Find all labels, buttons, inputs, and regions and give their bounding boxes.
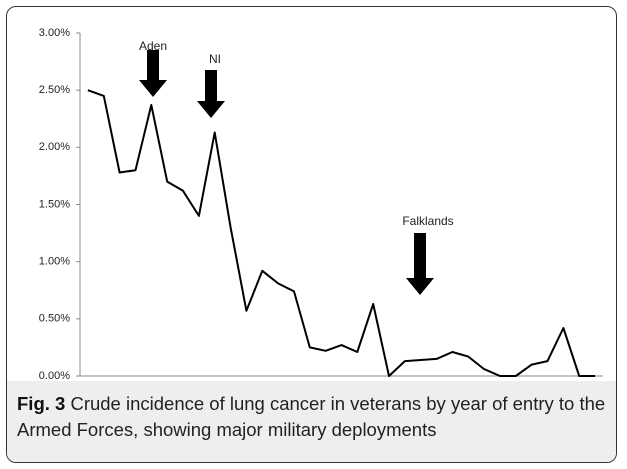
y-tick-label: 2.50% xyxy=(39,84,70,96)
caption-text: Crude incidence of lung cancer in vetera… xyxy=(17,393,606,440)
y-tick-label: 0.50% xyxy=(39,313,70,325)
caption: Fig. 3 Crude incidence of lung cancer in… xyxy=(7,381,616,462)
figure-frame: Fig. 3 Crude incidence of lung cancer in… xyxy=(6,6,617,463)
line xyxy=(87,89,596,377)
y-tick-label: 3.00% xyxy=(39,27,70,39)
arrow xyxy=(406,233,434,295)
y-tick-label: 0.00% xyxy=(39,370,70,380)
annotation: NI xyxy=(209,52,221,66)
y-tick-label: 1.00% xyxy=(39,256,70,268)
y-tick-label: 1.50% xyxy=(39,198,70,210)
caption-label: Fig. 3 xyxy=(17,393,66,414)
arrow xyxy=(139,50,167,97)
y-tick-label: 2.00% xyxy=(39,141,70,153)
chart: Aden NI Falklands 0.00% 0.50% 1.00% 1.50% 2.… xyxy=(39,27,603,380)
annotation: Aden xyxy=(139,39,167,53)
annotation: Falklands xyxy=(402,214,453,228)
arrow xyxy=(197,70,225,118)
